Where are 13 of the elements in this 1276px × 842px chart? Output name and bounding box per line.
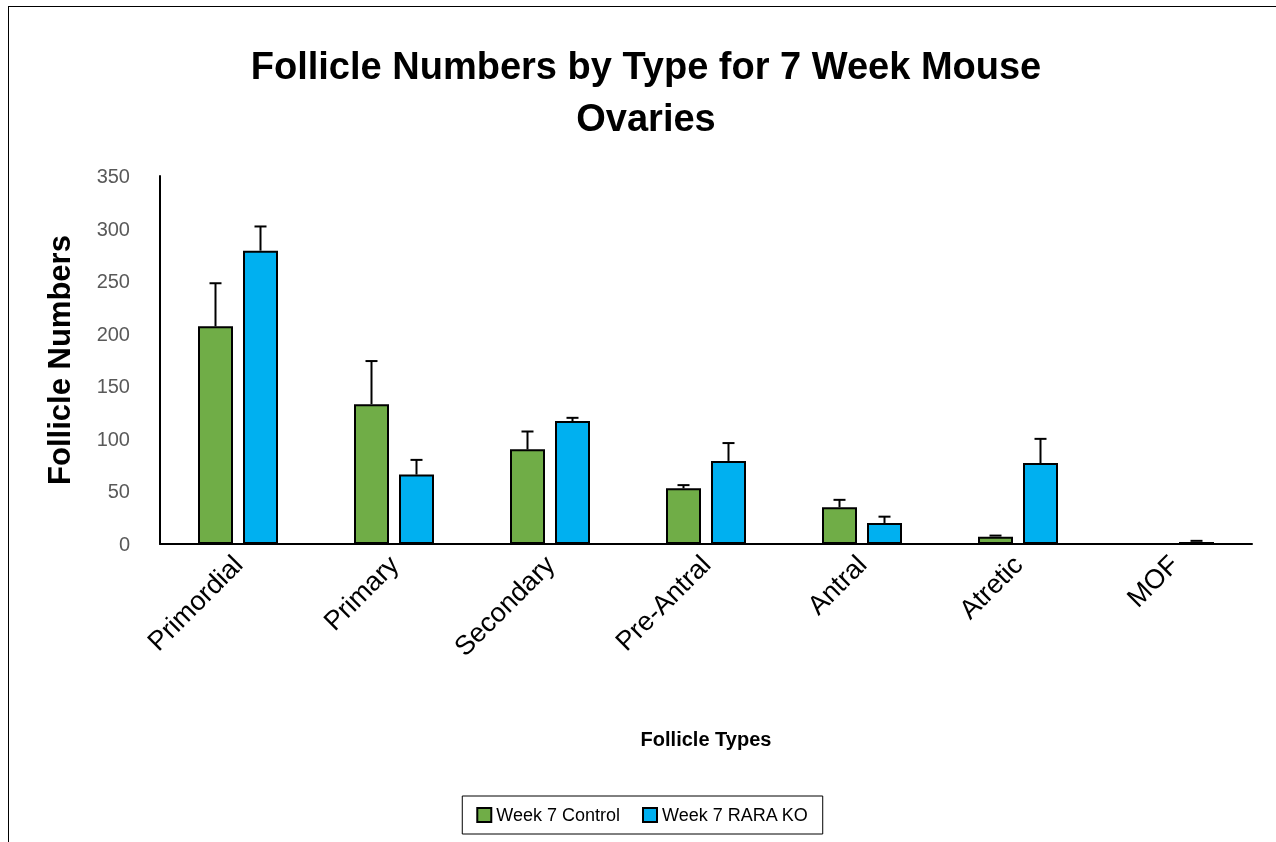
y-tick-label: 250 bbox=[96, 270, 130, 293]
y-tick-label: 100 bbox=[96, 427, 130, 450]
y-tick-label: 200 bbox=[96, 322, 130, 345]
legend-label: Week 7 RARA KO bbox=[662, 805, 808, 825]
x-axis-title: Follicle Types bbox=[640, 728, 772, 750]
y-tick-label: 50 bbox=[107, 480, 130, 503]
chart-title: Follicle Numbers by Type for 7 Week Mouse Ovaries bbox=[250, 45, 1042, 139]
y-tick-label: 0 bbox=[118, 533, 130, 555]
legend-label: Week 7 Control bbox=[496, 805, 621, 825]
y-tick-label: 150 bbox=[96, 375, 130, 398]
y-axis-title: Follicle Numbers bbox=[42, 235, 77, 485]
y-tick-label: 300 bbox=[96, 217, 130, 240]
y-tick-label: 350 bbox=[96, 165, 130, 187]
